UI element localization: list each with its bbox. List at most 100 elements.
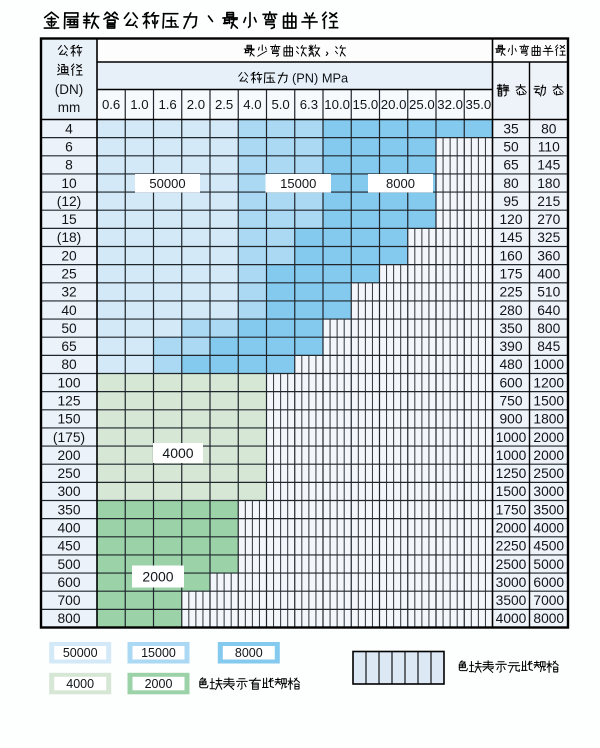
svg-text:225: 225 (499, 285, 522, 300)
svg-text:110: 110 (538, 140, 560, 155)
svg-text:4000: 4000 (496, 611, 527, 626)
svg-text:600: 600 (499, 375, 522, 390)
svg-text:270: 270 (537, 212, 560, 227)
svg-text:4000: 4000 (66, 677, 94, 691)
svg-text:(18): (18) (57, 230, 82, 245)
svg-text:5.0: 5.0 (271, 97, 289, 112)
svg-text:125: 125 (57, 394, 80, 409)
svg-text:4: 4 (65, 121, 73, 136)
svg-text:145: 145 (537, 158, 560, 173)
svg-text:4000: 4000 (533, 521, 564, 536)
svg-text:3500: 3500 (533, 502, 564, 517)
svg-text:25.0: 25.0 (409, 97, 435, 112)
svg-text:280: 280 (499, 303, 522, 318)
svg-text:600: 600 (57, 575, 80, 590)
svg-text:175: 175 (499, 267, 522, 282)
svg-text:350: 350 (57, 502, 80, 517)
svg-text:80: 80 (503, 176, 519, 191)
svg-text:(175): (175) (53, 430, 85, 445)
svg-text:65: 65 (61, 339, 77, 354)
svg-text:120: 120 (499, 212, 522, 227)
svg-text:1200: 1200 (533, 375, 564, 390)
svg-text:80: 80 (541, 121, 557, 136)
svg-text:1500: 1500 (533, 394, 564, 409)
svg-text:500: 500 (57, 557, 80, 572)
svg-text:750: 750 (499, 394, 522, 409)
svg-text:50000: 50000 (149, 176, 185, 191)
svg-text:1.0: 1.0 (130, 97, 148, 112)
svg-text:6.3: 6.3 (300, 97, 318, 112)
svg-text:50: 50 (61, 321, 77, 336)
svg-text:32.0: 32.0 (437, 97, 463, 112)
svg-text:50: 50 (503, 140, 519, 155)
svg-text:7000: 7000 (533, 593, 564, 608)
svg-text:2500: 2500 (533, 466, 564, 481)
svg-text:2000: 2000 (496, 521, 527, 536)
svg-text:510: 510 (537, 285, 560, 300)
svg-text:145: 145 (499, 230, 522, 245)
svg-text:1250: 1250 (496, 466, 527, 481)
svg-text:25: 25 (61, 267, 77, 282)
svg-text:3500: 3500 (496, 593, 527, 608)
svg-text:80: 80 (61, 357, 77, 372)
svg-text:2000: 2000 (145, 677, 173, 691)
svg-text:1750: 1750 (496, 502, 527, 517)
svg-text:65: 65 (503, 158, 519, 173)
svg-text:mm: mm (58, 100, 81, 115)
svg-text:6: 6 (65, 140, 73, 155)
svg-text:2500: 2500 (496, 557, 527, 572)
svg-text:5000: 5000 (533, 557, 564, 572)
svg-text:250: 250 (57, 466, 80, 481)
svg-text:1000: 1000 (496, 448, 527, 463)
svg-text:10.0: 10.0 (324, 97, 350, 112)
svg-text:200: 200 (57, 448, 80, 463)
svg-text:2000: 2000 (533, 430, 564, 445)
svg-text:40: 40 (61, 303, 77, 318)
svg-text:480: 480 (499, 357, 522, 372)
svg-text:900: 900 (499, 412, 522, 427)
svg-text:2.5: 2.5 (215, 97, 233, 112)
svg-text:4000: 4000 (162, 445, 193, 461)
svg-text:(12): (12) (57, 194, 82, 209)
svg-text:8000: 8000 (386, 176, 415, 191)
svg-text:390: 390 (499, 339, 522, 354)
svg-text:150: 150 (57, 412, 80, 427)
svg-text:215: 215 (537, 194, 560, 209)
svg-text:2000: 2000 (533, 448, 564, 463)
svg-text:325: 325 (537, 230, 560, 245)
svg-text:100: 100 (57, 375, 80, 390)
svg-text:35: 35 (503, 121, 519, 136)
svg-text:8000: 8000 (533, 611, 564, 626)
svg-text:400: 400 (57, 521, 80, 536)
svg-text:400: 400 (537, 267, 560, 282)
svg-text:4.0: 4.0 (243, 97, 261, 112)
svg-text:800: 800 (57, 611, 80, 626)
svg-text:1.6: 1.6 (158, 97, 176, 112)
svg-text:845: 845 (537, 339, 560, 354)
svg-text:8000: 8000 (235, 646, 263, 660)
svg-text:180: 180 (537, 176, 560, 191)
svg-text:2.0: 2.0 (187, 97, 205, 112)
svg-text:0.6: 0.6 (102, 97, 120, 112)
svg-text:640: 640 (537, 303, 560, 318)
svg-text:95: 95 (503, 194, 519, 209)
svg-text:1000: 1000 (533, 357, 564, 372)
svg-text:20.0: 20.0 (381, 97, 407, 112)
svg-text:160: 160 (499, 248, 522, 263)
svg-text:35.0: 35.0 (466, 97, 492, 112)
svg-text:3000: 3000 (533, 484, 564, 499)
svg-text:10: 10 (61, 176, 77, 191)
svg-text:(PN) MPa: (PN) MPa (292, 71, 349, 86)
svg-text:8: 8 (65, 158, 73, 173)
svg-text:20: 20 (61, 248, 77, 263)
svg-text:(DN): (DN) (55, 82, 84, 97)
svg-text:1800: 1800 (533, 412, 564, 427)
svg-text:4500: 4500 (533, 539, 564, 554)
svg-text:450: 450 (57, 539, 80, 554)
svg-text:15000: 15000 (141, 646, 176, 660)
svg-text:6000: 6000 (533, 575, 564, 590)
svg-text:50000: 50000 (63, 646, 98, 660)
svg-text:15: 15 (61, 212, 77, 227)
svg-text:15000: 15000 (280, 176, 316, 191)
svg-text:700: 700 (57, 593, 80, 608)
